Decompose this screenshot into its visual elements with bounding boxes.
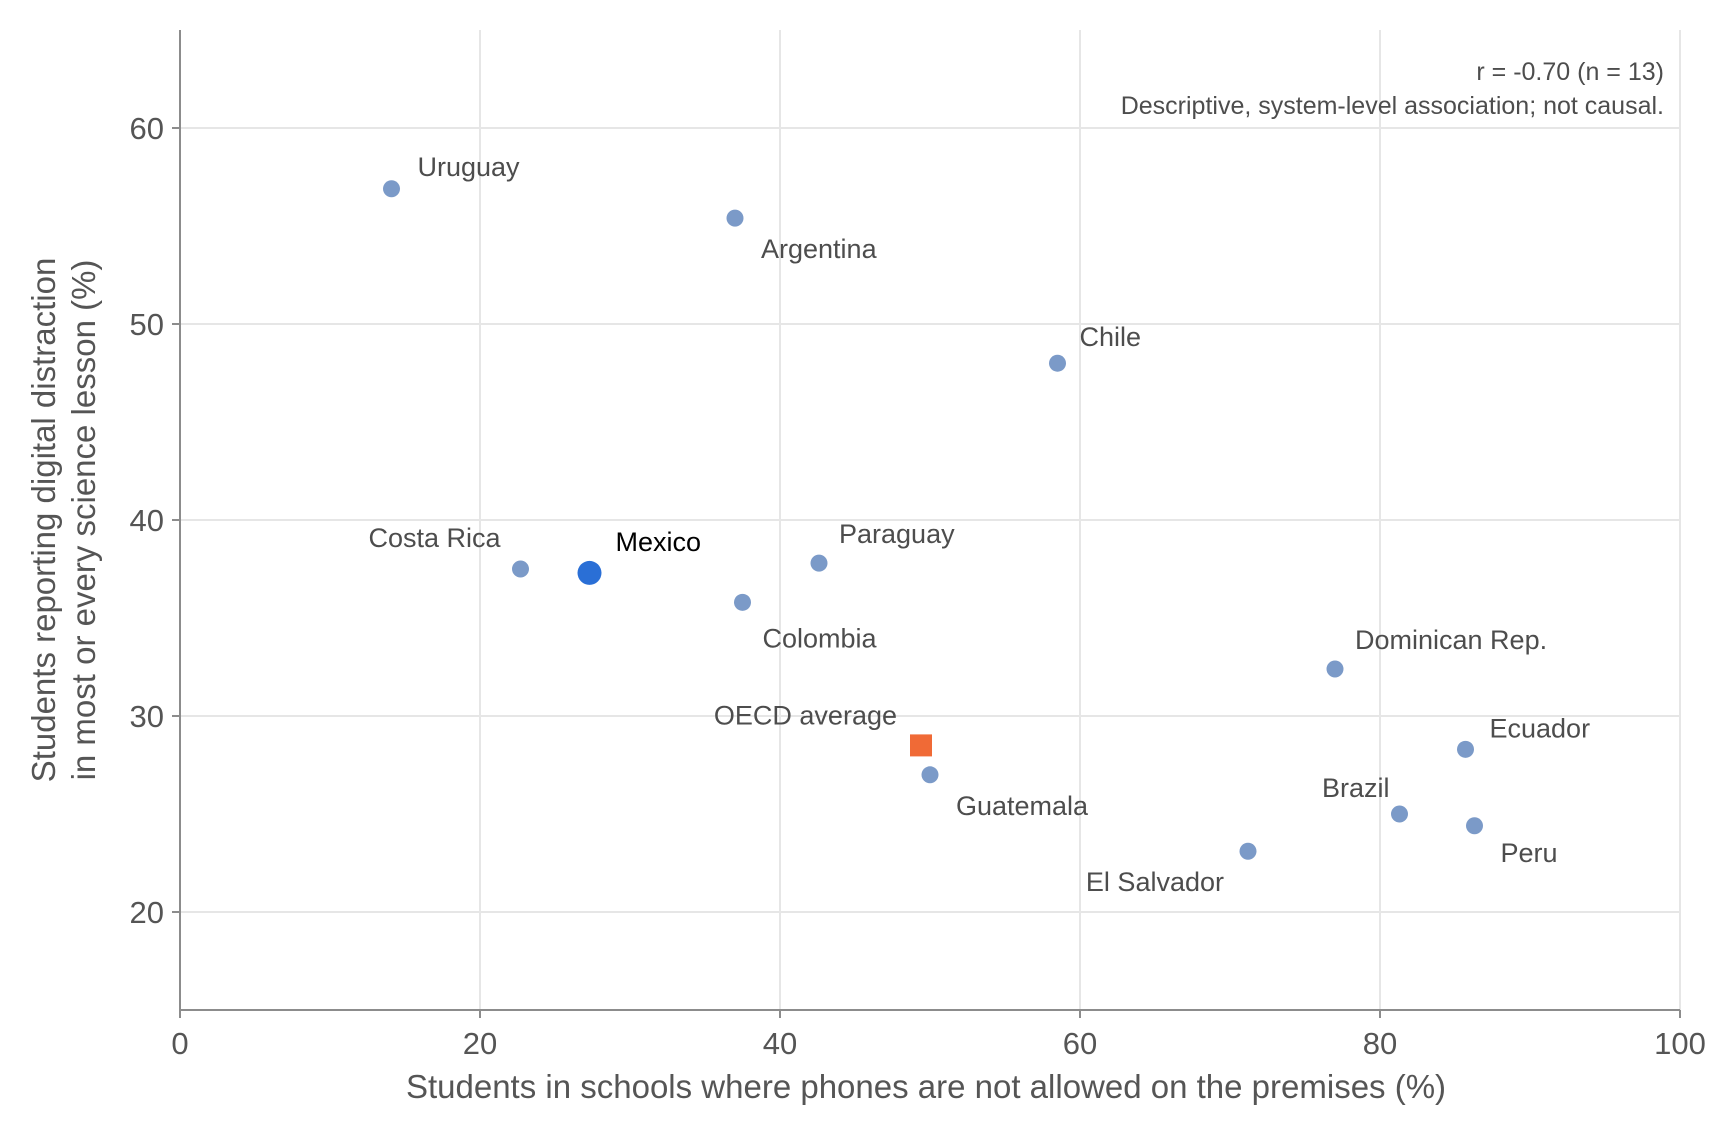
point-peru xyxy=(1466,817,1483,835)
label-oecd-average: OECD average xyxy=(714,700,897,730)
label-costa-rica: Costa Rica xyxy=(368,523,501,553)
y-axis-title: Students reporting digital distraction i… xyxy=(25,258,102,783)
y-tick-label: 50 xyxy=(130,307,164,342)
label-dominican-rep: Dominican Rep. xyxy=(1355,625,1547,655)
y-tick-label: 20 xyxy=(130,895,164,930)
x-tick-label: 20 xyxy=(463,1026,497,1061)
y-tick-label: 40 xyxy=(130,503,164,538)
label-argentina: Argentina xyxy=(761,234,878,264)
y-axis-title-line-1: Students reporting digital distraction xyxy=(25,258,62,783)
point-brazil xyxy=(1391,805,1408,823)
point-paraguay xyxy=(810,554,828,572)
grid-lines xyxy=(180,30,1681,1010)
label-ecuador: Ecuador xyxy=(1490,713,1591,743)
caveat-annotation: Descriptive, system-level association; n… xyxy=(1121,92,1664,120)
point-labels: Uruguay Argentina Chile Costa Rica Mexico Par… xyxy=(368,152,1590,897)
label-brazil: Brazil xyxy=(1322,773,1390,803)
y-tick-label: 30 xyxy=(130,699,164,734)
x-axis-title: Students in schools where phones are not… xyxy=(406,1068,1446,1105)
label-paraguay: Paraguay xyxy=(839,519,955,549)
y-tick-label: 60 xyxy=(130,111,164,146)
x-tick-label: 0 xyxy=(171,1026,188,1061)
y-axis-title-line-2: in most or every science lesson (%) xyxy=(65,260,102,781)
point-uruguay xyxy=(383,180,400,198)
label-mexico: Mexico xyxy=(616,527,702,557)
correlation-annotation: r = -0.70 (n = 13) xyxy=(1476,58,1664,86)
label-guatemala: Guatemala xyxy=(956,791,1089,821)
point-ecuador xyxy=(1457,740,1474,758)
x-tick-label: 60 xyxy=(1063,1026,1097,1061)
data-points xyxy=(383,180,1483,860)
label-uruguay: Uruguay xyxy=(418,152,521,182)
label-el-salvador: El Salvador xyxy=(1086,867,1224,897)
point-el-salvador xyxy=(1239,842,1257,860)
x-tick-label: 40 xyxy=(763,1026,797,1061)
point-colombia xyxy=(734,593,751,611)
point-mexico xyxy=(577,560,602,585)
tick-labels: 0 20 40 60 80 100 20 30 40 50 60 xyxy=(130,111,1706,1061)
label-peru: Peru xyxy=(1501,838,1558,868)
axes xyxy=(172,30,1681,1018)
point-dominican-rep xyxy=(1326,660,1344,678)
point-argentina xyxy=(726,209,744,227)
point-costa-rica xyxy=(512,560,529,578)
point-oecd-average xyxy=(910,734,932,757)
x-tick-label: 80 xyxy=(1363,1026,1397,1061)
point-chile xyxy=(1049,354,1066,372)
label-chile: Chile xyxy=(1080,322,1142,352)
x-tick-label: 100 xyxy=(1654,1026,1706,1061)
point-guatemala xyxy=(921,766,939,784)
label-colombia: Colombia xyxy=(763,623,878,653)
